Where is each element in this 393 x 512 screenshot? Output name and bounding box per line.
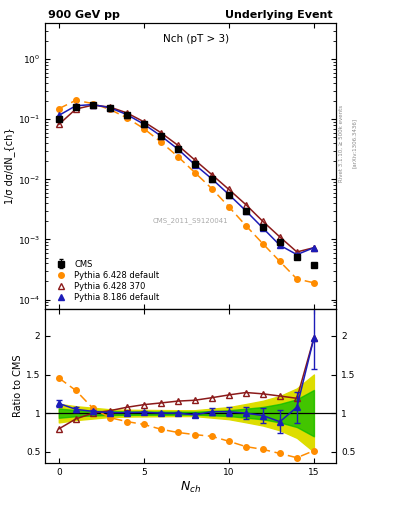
Text: CMS_2011_S9120041: CMS_2011_S9120041 — [153, 218, 228, 224]
Pythia 8.186 default — [193, 162, 197, 168]
Pythia 6.428 370 — [176, 142, 180, 148]
Pythia 8.186 default — [158, 133, 163, 139]
Pythia 6.428 default — [141, 125, 146, 132]
Pythia 6.428 default — [107, 106, 112, 113]
Pythia 8.186 default — [176, 146, 180, 152]
Pythia 6.428 default — [209, 186, 214, 192]
Pythia 6.428 default — [244, 223, 248, 229]
Pythia 6.428 370 — [277, 234, 282, 240]
Pythia 6.428 370 — [57, 121, 61, 127]
Pythia 8.186 default — [141, 121, 146, 127]
Pythia 8.186 default — [226, 191, 231, 198]
Pythia 6.428 default — [261, 241, 265, 247]
Pythia 6.428 370 — [107, 104, 112, 110]
Pythia 6.428 370 — [193, 157, 197, 163]
Pythia 8.186 default — [57, 112, 61, 118]
Pythia 6.428 370 — [125, 110, 129, 116]
Pythia 6.428 default — [90, 100, 95, 106]
Pythia 6.428 370 — [209, 172, 214, 178]
Pythia 6.428 370 — [158, 130, 163, 136]
Pythia 6.428 default — [312, 280, 316, 286]
Legend: CMS, Pythia 6.428 default, Pythia 6.428 370, Pythia 8.186 default: CMS, Pythia 6.428 default, Pythia 6.428 … — [50, 258, 162, 305]
Pythia 6.428 370 — [73, 106, 78, 112]
Pythia 8.186 default — [294, 251, 299, 258]
Pythia 6.428 default — [73, 97, 78, 103]
Pythia 6.428 370 — [312, 245, 316, 251]
Pythia 6.428 default — [57, 105, 61, 112]
Pythia 8.186 default — [125, 112, 129, 118]
Line: Pythia 6.428 default: Pythia 6.428 default — [56, 98, 317, 286]
Pythia 8.186 default — [107, 104, 112, 111]
Pythia 8.186 default — [244, 208, 248, 214]
Pythia 6.428 default — [176, 154, 180, 160]
Line: Pythia 8.186 default: Pythia 8.186 default — [55, 101, 318, 258]
Pythia 6.428 370 — [244, 202, 248, 208]
Text: Underlying Event: Underlying Event — [226, 10, 333, 20]
Text: Nch (pT > 3): Nch (pT > 3) — [163, 34, 230, 45]
Pythia 6.428 default — [226, 204, 231, 210]
Pythia 8.186 default — [277, 242, 282, 248]
Pythia 6.428 default — [277, 259, 282, 265]
Pythia 8.186 default — [312, 245, 316, 251]
Y-axis label: 1/σ dσ/dN_{ch}: 1/σ dσ/dN_{ch} — [4, 127, 15, 204]
X-axis label: $N_{ch}$: $N_{ch}$ — [180, 480, 201, 495]
Pythia 8.186 default — [261, 225, 265, 231]
Pythia 6.428 default — [193, 169, 197, 176]
Pythia 6.428 default — [125, 115, 129, 121]
Text: 900 GeV pp: 900 GeV pp — [48, 10, 120, 20]
Pythia 6.428 default — [158, 139, 163, 145]
Pythia 8.186 default — [73, 103, 78, 109]
Text: [arXiv:1306.3436]: [arXiv:1306.3436] — [352, 118, 357, 168]
Pythia 6.428 370 — [226, 186, 231, 193]
Pythia 6.428 370 — [141, 119, 146, 125]
Pythia 6.428 default — [294, 276, 299, 282]
Y-axis label: Ratio to CMS: Ratio to CMS — [13, 355, 23, 417]
Pythia 8.186 default — [90, 101, 95, 108]
Pythia 6.428 370 — [90, 102, 95, 108]
Pythia 8.186 default — [209, 176, 214, 182]
Text: Rivet 3.1.10, ≥ 500k events: Rivet 3.1.10, ≥ 500k events — [339, 105, 344, 182]
Pythia 6.428 370 — [261, 218, 265, 224]
Line: Pythia 6.428 370: Pythia 6.428 370 — [55, 102, 318, 255]
Pythia 6.428 370 — [294, 249, 299, 255]
